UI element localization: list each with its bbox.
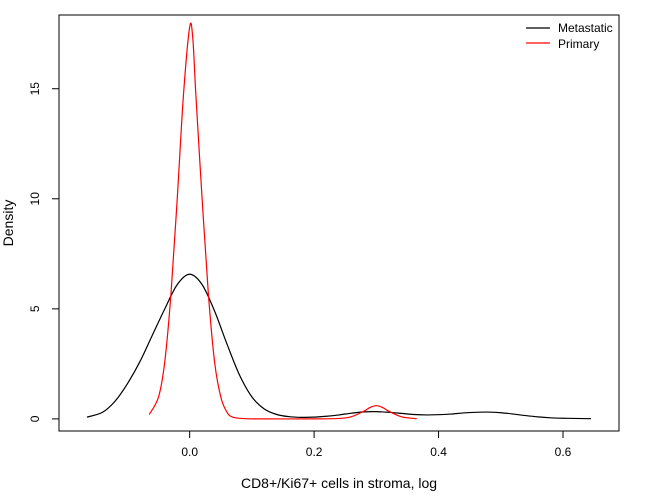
x-tick-label: 0.0 bbox=[181, 445, 198, 459]
x-axis-title: CD8+/Ki67+ cells in stroma, log bbox=[241, 475, 437, 491]
x-tick-label: 0.4 bbox=[430, 445, 447, 459]
y-axis: 0 5 10 15 bbox=[28, 82, 59, 422]
x-tick-label: 0.2 bbox=[306, 445, 323, 459]
series-line-primary bbox=[148, 22, 417, 420]
series-line-metastatic bbox=[86, 273, 592, 420]
x-tick-label: 0.6 bbox=[555, 445, 572, 459]
series-layer bbox=[86, 22, 592, 420]
y-tick-label: 5 bbox=[28, 305, 42, 312]
y-tick-label: 15 bbox=[28, 82, 42, 96]
x-axis: 0.0 0.2 0.4 0.6 bbox=[181, 431, 572, 459]
legend-label-metastatic: Metastatic bbox=[558, 21, 613, 35]
y-tick-label: 0 bbox=[28, 415, 42, 422]
y-tick-label: 10 bbox=[28, 192, 42, 206]
legend: Metastatic Primary bbox=[526, 21, 613, 51]
plot-frame bbox=[58, 14, 620, 432]
legend-label-primary: Primary bbox=[558, 37, 599, 51]
y-axis-title: Density bbox=[0, 200, 16, 247]
